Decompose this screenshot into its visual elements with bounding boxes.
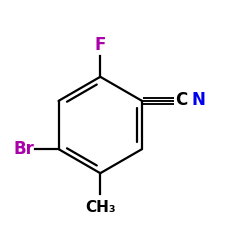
Text: C: C (176, 91, 188, 109)
Text: N: N (192, 91, 206, 109)
Text: CH₃: CH₃ (85, 200, 116, 214)
Text: Br: Br (14, 140, 34, 158)
Text: F: F (94, 36, 106, 54)
